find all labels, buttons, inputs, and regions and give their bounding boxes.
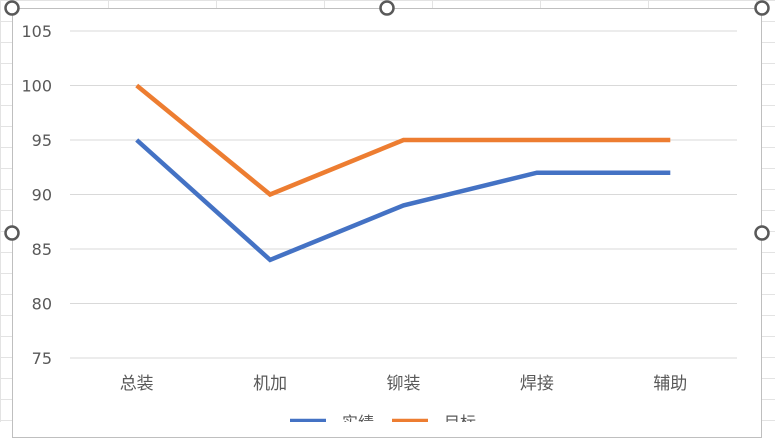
x-category-label: 总装 [120,374,154,394]
y-tick-label: 100 [21,77,52,96]
resize-handle[interactable] [756,2,769,15]
x-category-label: 焊接 [520,374,554,394]
y-tick-label: 75 [32,349,52,368]
y-axis-labels: 75 80 85 90 95 100 105 [21,22,52,368]
legend-label: 目标 [444,413,476,422]
gridlines [70,31,737,358]
x-category-label: 机加 [253,374,287,394]
x-axis-labels: 总装 机加 铆装 焊接 辅助 [120,374,688,394]
x-category-label: 辅助 [653,374,687,394]
resize-handle[interactable] [6,227,19,240]
y-tick-label: 95 [32,131,52,150]
y-tick-label: 85 [32,240,52,259]
line-chart[interactable]: 75 80 85 90 95 100 105 总装 机加 铆装 焊接 辅助 实绩 目标 [0,0,775,422]
y-tick-label: 80 [32,295,52,314]
legend: 实绩 目标 [290,413,476,422]
selection-handles [6,2,769,240]
legend-label: 实绩 [342,413,374,422]
series-line-0[interactable] [137,140,671,260]
y-tick-label: 105 [21,22,52,41]
series-lines [137,85,671,260]
resize-handle[interactable] [6,2,19,15]
resize-handle[interactable] [756,227,769,240]
resize-handle[interactable] [381,2,394,15]
x-category-label: 铆装 [387,374,421,394]
y-tick-label: 90 [32,186,52,205]
